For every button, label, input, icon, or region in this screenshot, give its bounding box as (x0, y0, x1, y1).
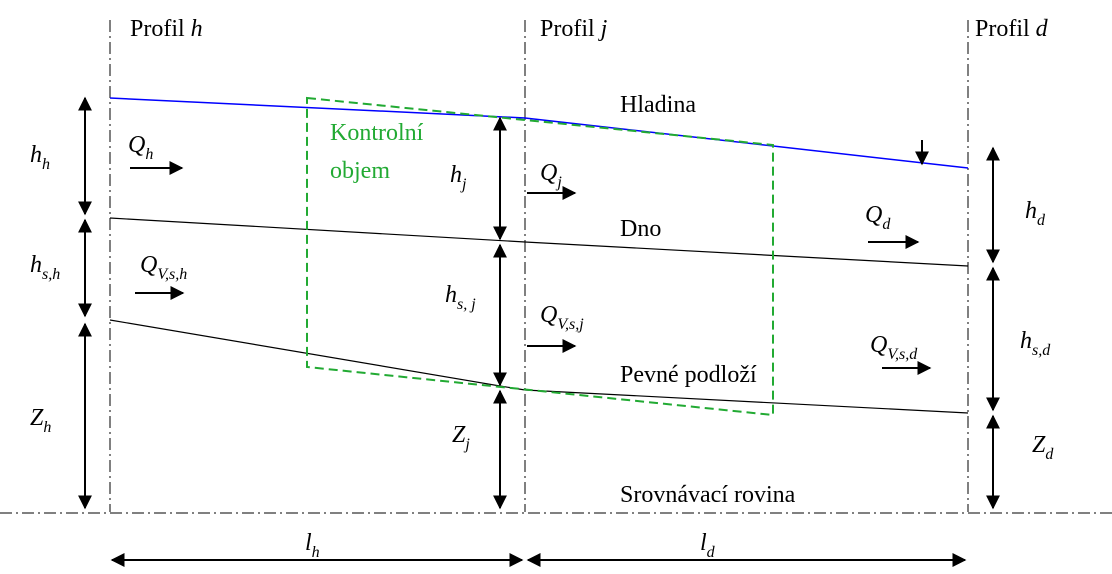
flow-symbol: QV,s,h (140, 252, 187, 283)
depth-symbol: Zj (452, 422, 470, 453)
flow-symbol: Qh (128, 132, 153, 163)
symbol: h (445, 282, 457, 308)
symbol: h (30, 252, 42, 278)
subscript: d (707, 544, 716, 561)
depth-symbol: hs,d (1020, 328, 1051, 359)
symbol: Q (540, 160, 557, 186)
surface-label: Hladina (620, 92, 696, 118)
depth-symbol: Zh (30, 405, 51, 436)
subscript: V,s,j (557, 316, 584, 333)
symbol: Q (540, 302, 557, 328)
symbol: h (30, 142, 42, 168)
profile-label: Profil j (540, 16, 608, 42)
symbol: Z (30, 405, 44, 431)
symbol: h (1025, 198, 1037, 224)
subscript: V,s,d (887, 346, 918, 363)
symbol: h (450, 162, 462, 188)
profile-label: Profil d (975, 16, 1049, 42)
subscript: j (463, 436, 470, 453)
symbol: l (305, 530, 312, 556)
bedrock-label: Pevné podloží (620, 362, 757, 388)
depth-symbol: hj (450, 162, 467, 193)
depth-symbol: hs, j (445, 282, 476, 313)
bed-label: Dno (620, 216, 661, 242)
symbol: Z (1032, 432, 1046, 458)
flow-symbol: QV,s,d (870, 332, 918, 363)
subscript: h (43, 419, 51, 436)
length-symbol: ld (700, 530, 716, 561)
subscript: s,d (1032, 342, 1051, 359)
symbol: Q (865, 202, 882, 228)
symbol: Q (870, 332, 887, 358)
flow-symbol: Qd (865, 202, 891, 233)
water-surface (109, 97, 969, 169)
depth-symbol: hd (1025, 198, 1046, 229)
subscript: s,h (42, 266, 60, 283)
subscript: V,s,h (157, 266, 187, 283)
symbol: Z (452, 422, 466, 448)
control-volume-label: Kontrolní (330, 120, 424, 146)
subscript: s, j (457, 296, 476, 313)
subscript: d (882, 216, 891, 233)
subscript: h (145, 146, 153, 163)
symbol: Q (140, 252, 157, 278)
control-volume-label: objem (330, 158, 390, 184)
subscript: h (312, 544, 320, 561)
symbol: Q (128, 132, 145, 158)
profile-label: Profil h (130, 16, 203, 42)
bed-line (109, 217, 969, 267)
length-symbol: lh (305, 530, 320, 561)
datum-label: Srovnávací rovina (620, 482, 796, 508)
flow-symbol: QV,s,j (540, 302, 584, 333)
bedrock-line (109, 319, 969, 414)
symbol: h (1020, 328, 1032, 354)
subscript: d (1045, 446, 1054, 463)
subscript: j (460, 176, 467, 193)
subscript: h (42, 156, 50, 173)
depth-symbol: hh (30, 142, 50, 173)
flow-symbol: Qj (540, 160, 562, 191)
symbol: l (700, 530, 707, 556)
control-volume (306, 96, 774, 417)
arrows (78, 96, 1000, 567)
subscript: d (1037, 212, 1046, 229)
depth-symbol: Zd (1032, 432, 1054, 463)
subscript: j (555, 174, 562, 191)
depth-symbol: hs,h (30, 252, 60, 283)
